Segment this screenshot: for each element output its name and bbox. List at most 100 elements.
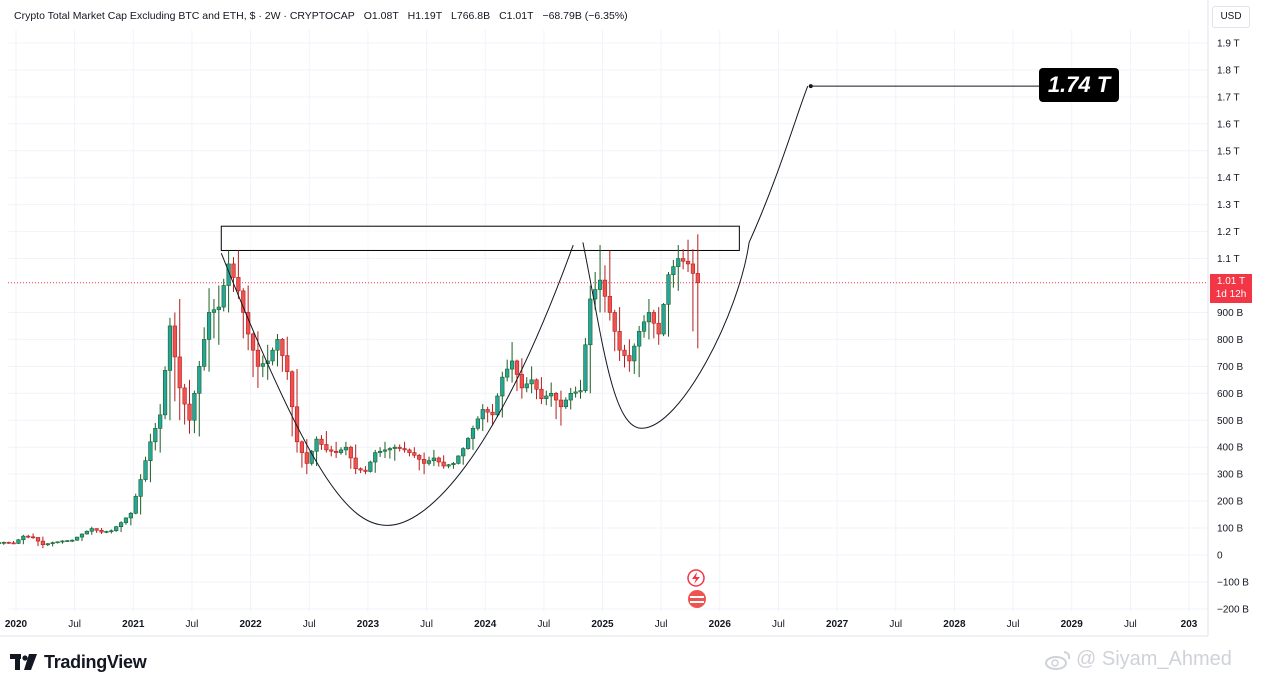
candle-body (637, 331, 642, 347)
y-tick-label: 300 B (1217, 470, 1243, 481)
candle-body (509, 360, 515, 370)
candle-body (607, 295, 612, 313)
candle-body (11, 542, 16, 545)
author-watermark: @ Siyam_Ahmed (1044, 648, 1232, 671)
candle-body (0, 542, 1, 544)
candle-body (641, 321, 647, 332)
y-tick-label: 100 B (1217, 524, 1243, 535)
candle-body (553, 392, 559, 401)
candle-body (177, 356, 182, 389)
candle-body (671, 266, 676, 276)
currency-button[interactable]: USD (1212, 6, 1250, 28)
candle-body (544, 395, 549, 399)
candle-body (70, 539, 75, 542)
x-tick-label: 2021 (122, 619, 145, 630)
x-tick-label: 2026 (709, 619, 732, 630)
candle-body (334, 450, 339, 453)
candle-body (94, 528, 99, 531)
candle-body (206, 312, 212, 340)
candle-body (656, 322, 661, 335)
candle-body (422, 459, 427, 464)
x-tick-label: 2020 (5, 619, 28, 630)
candle-body (99, 530, 104, 533)
candle-body (373, 452, 378, 463)
y-tick-label: 900 B (1217, 308, 1243, 319)
low-value: L766.8B (451, 10, 491, 22)
y-tick-label: 500 B (1217, 416, 1243, 427)
candle-body (690, 263, 696, 274)
tradingview-logo-icon (10, 654, 37, 670)
candlestick-series (0, 234, 700, 549)
candle-body (118, 522, 124, 528)
y-tick-label: 800 B (1217, 335, 1243, 346)
candle-body (250, 333, 256, 351)
chart-grid (8, 30, 1208, 612)
candle-body (661, 304, 666, 335)
candle-body (417, 454, 422, 460)
candle-body (202, 339, 207, 367)
candle-body (338, 449, 344, 453)
candle-body (123, 517, 129, 523)
x-tick-label: Jul (420, 619, 433, 630)
candle-body (622, 349, 627, 356)
symbol-title[interactable]: Crypto Total Market Cap Excluding BTC an… (14, 10, 355, 22)
candle-body (35, 537, 41, 542)
candle-body (378, 450, 383, 453)
candle-body (402, 448, 407, 451)
open-value: O1.08T (363, 10, 399, 22)
y-tick-label: 1.4 T (1217, 173, 1240, 184)
symbol-header[interactable]: Crypto Total Market Cap Excluding BTC an… (14, 10, 634, 22)
y-tick-label: −200 B (1217, 604, 1249, 615)
candle-body (158, 414, 163, 429)
candle-body (456, 455, 461, 464)
candle-body (446, 464, 451, 467)
candle-body (192, 392, 197, 421)
y-tick-label: 400 B (1217, 443, 1243, 454)
us-flag-event-icon (688, 590, 706, 608)
y-axis[interactable]: 1.9 T 1.8 T 1.7 T 1.6 T 1.5 T 1.4 T 1.3 T 1.2 T… (1207, 0, 1249, 636)
tradingview-logo[interactable]: TradingView (10, 650, 147, 674)
candle-body (211, 309, 217, 313)
candle-body (485, 409, 490, 413)
candle-body (651, 312, 656, 324)
candle-body (280, 339, 285, 356)
candle-body (681, 258, 686, 262)
candle-body (79, 533, 85, 538)
y-tick-label: 1.6 T (1217, 119, 1240, 130)
candle-body (382, 449, 388, 452)
x-axis[interactable]: 2020 Jul 2021 Jul 2022 Jul 2023 Jul 2024 Jul 2025 J… (0, 619, 1208, 637)
candle-body (475, 418, 480, 429)
x-tick-label: Jul (1007, 619, 1020, 630)
candle-body (55, 541, 60, 544)
x-tick-label: Jul (772, 619, 785, 630)
candle-body (676, 258, 681, 267)
y-tick-label: 1.5 T (1217, 146, 1240, 157)
candle-body (426, 460, 432, 464)
y-tick-label: 1.8 T (1217, 65, 1240, 76)
x-tick-label: 203 (1181, 619, 1198, 630)
resistance-box (220, 225, 740, 251)
candle-body (6, 542, 11, 544)
event-icons[interactable] (687, 569, 706, 608)
candle-body (255, 349, 261, 367)
candle-body (40, 540, 45, 546)
resistance-rectangle (220, 225, 740, 251)
candle-body (470, 428, 476, 439)
candle-body (294, 406, 300, 443)
candle-body (368, 461, 373, 472)
candle-body (632, 345, 637, 362)
candle-body (519, 374, 524, 389)
y-tick-label: 1.7 T (1217, 92, 1240, 103)
candle-body (588, 298, 593, 346)
candle-body (397, 446, 402, 449)
candle-body (627, 355, 632, 362)
y-tick-label: 600 B (1217, 389, 1243, 400)
price-tag: 1.01 T 1d 12h (1210, 274, 1252, 303)
candle-body (45, 543, 50, 546)
candle-body (162, 370, 168, 416)
x-tick-label: Jul (1124, 619, 1137, 630)
candle-body (299, 441, 305, 453)
candle-body (529, 379, 534, 385)
candle-body (138, 479, 143, 497)
